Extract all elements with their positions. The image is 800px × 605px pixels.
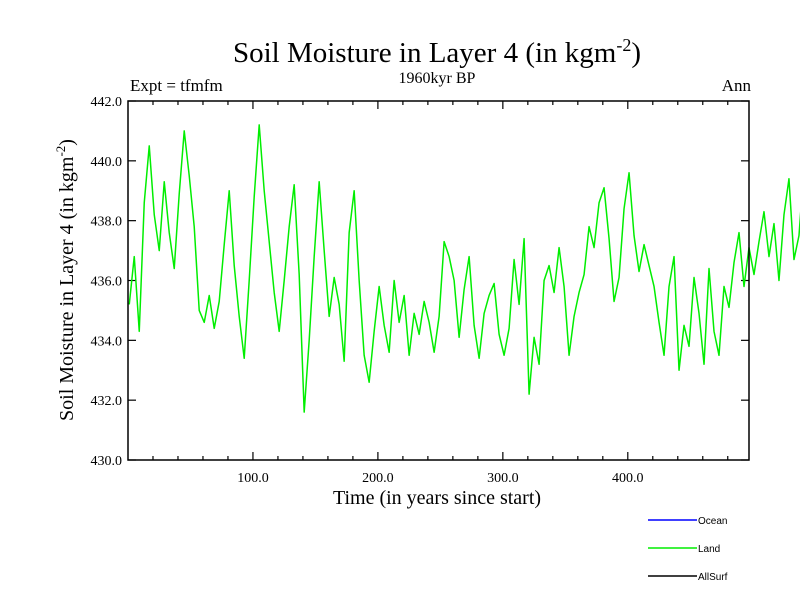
legend: Ocean Land AllSurf: [648, 516, 728, 583]
x-axis-label: Time (in years since start): [333, 487, 541, 509]
x-axis-ticks: 100.0 200.0 300.0 400.0: [152, 101, 729, 486]
y-tick-label: 434.0: [91, 334, 123, 349]
chart-subtitle: 1960kyr BP: [399, 70, 476, 87]
y-tick-label: 430.0: [91, 454, 123, 469]
experiment-label: Expt = tfmfm: [130, 76, 223, 95]
y-axis-label-superscript: -2: [53, 146, 68, 157]
y-tick-label: 440.0: [91, 155, 123, 170]
legend-label-allsurf: AllSurf: [698, 572, 728, 583]
y-axis-label: Soil Moisture in Layer 4 (in kgm-2): [53, 139, 78, 421]
y-tick-label: 432.0: [91, 394, 123, 409]
plot-frame: [127, 100, 750, 461]
y-axis-ticks: 430.0 432.0 434.0 436.0 438.0 440.0 442.0: [91, 95, 749, 469]
y-tick-label: 436.0: [91, 275, 123, 290]
chart-title-close: ): [631, 37, 641, 69]
legend-label-land: Land: [698, 544, 720, 555]
y-axis-label-text: Soil Moisture in Layer 4 (in kgm: [56, 156, 78, 421]
x-tick-label: 200.0: [362, 471, 394, 486]
legend-label-ocean: Ocean: [698, 516, 727, 527]
y-axis-label-close: ): [56, 139, 78, 146]
y-tick-label: 442.0: [91, 95, 123, 110]
y-tick-label: 438.0: [91, 215, 123, 230]
x-tick-label: 400.0: [612, 471, 644, 486]
x-tick-label: 300.0: [487, 471, 519, 486]
season-label: Ann: [722, 76, 752, 95]
x-tick-label: 100.0: [237, 471, 269, 486]
series-line-land: [128, 124, 800, 413]
chart-title: Soil Moisture in Layer 4 (in kgm-2): [233, 35, 641, 69]
chart-title-text: Soil Moisture in Layer 4 (in kgm: [233, 37, 617, 69]
chart-title-superscript: -2: [616, 35, 631, 55]
